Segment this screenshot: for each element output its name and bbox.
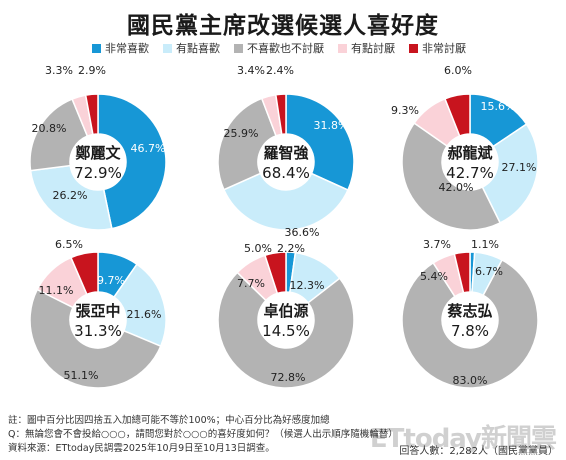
- donut-slice: [481, 123, 539, 224]
- favorability-total: 72.9%: [74, 164, 122, 182]
- watermark-logo: ETtoday新聞雲: [369, 424, 557, 454]
- favorability-total: 7.8%: [451, 322, 489, 340]
- slice-value-label: 7.7%: [237, 277, 265, 290]
- slice-value-label: 3.3%: [45, 64, 73, 77]
- slice-value-label: 9.3%: [391, 104, 419, 117]
- slice-value-label: 15.6%: [481, 100, 516, 113]
- legend: 非常喜歡 有點喜歡 不喜歡也不討厭 有點討厭 非常討厭: [92, 40, 532, 56]
- legend-item-very-like: 非常喜歡: [92, 40, 149, 56]
- slice-value-label: 1.1%: [471, 238, 499, 251]
- slice-value-label: 3.7%: [423, 238, 451, 251]
- donut-slice: [84, 93, 99, 136]
- slice-value-label: 6.5%: [55, 238, 83, 251]
- chart-title: 國民黨主席改選候選人喜好度: [127, 13, 439, 39]
- donut-slice: [222, 172, 349, 231]
- slice-value-label: 36.6%: [285, 226, 320, 239]
- favorability-total: 68.4%: [262, 164, 310, 182]
- legend-label: 有點喜歡: [176, 42, 220, 55]
- donut-slice: [401, 122, 502, 231]
- donut-slice: [97, 93, 167, 230]
- donut-slice: [217, 271, 355, 389]
- donut-slice: [29, 164, 113, 231]
- slice-value-label: 9.7%: [97, 274, 125, 287]
- legend-item-neutral: 不喜歡也不討厭: [234, 40, 324, 56]
- legend-swatch: [409, 43, 418, 53]
- slice-value-label: 27.1%: [502, 161, 537, 174]
- slice-value-label: 5.0%: [244, 242, 272, 255]
- candidate-name: 張亞中: [75, 302, 120, 320]
- slice-value-label: 11.1%: [39, 284, 74, 297]
- donut-slice: [112, 263, 167, 348]
- legend-item-very-dislike: 非常討厭: [409, 40, 466, 56]
- candidate-name: 鄭麗文: [75, 144, 121, 162]
- candidate-name: 羅智強: [263, 144, 308, 162]
- slice-value-label: 6.0%: [444, 64, 472, 77]
- slice-value-label: 31.8%: [314, 119, 349, 132]
- note-line: 資料來源：ETtoday民調雲2025年10月9日至10月13日調查。: [8, 443, 275, 454]
- legend-label: 不喜歡也不討厭: [247, 42, 324, 55]
- legend-label: 非常喜歡: [105, 42, 149, 55]
- candidate-name: 郝龍斌: [447, 144, 492, 162]
- slice-value-label: 2.9%: [78, 64, 106, 77]
- favorability-total: 31.3%: [74, 322, 122, 340]
- donut-slice: [401, 259, 539, 389]
- donut-slice: [285, 93, 355, 192]
- slice-value-label: 5.4%: [420, 270, 448, 283]
- slice-value-label: 12.3%: [290, 279, 325, 292]
- legend-label: 有點討厭: [351, 42, 395, 55]
- slice-value-label: 25.9%: [224, 127, 259, 140]
- donut-slice: [264, 251, 287, 295]
- slice-value-label: 46.7%: [131, 142, 166, 155]
- note-line: 註：圖中百分比因四捨五入加總可能不等於100%；中心百分比為好感度加總: [8, 415, 330, 426]
- slice-value-label: 21.6%: [127, 308, 162, 321]
- slice-value-label: 6.7%: [475, 265, 503, 278]
- slice-value-label: 2.4%: [266, 64, 294, 77]
- legend-swatch: [338, 43, 347, 53]
- slice-value-label: 2.2%: [277, 242, 305, 255]
- candidate-name: 卓伯源: [263, 302, 308, 320]
- slice-value-label: 42.0%: [439, 181, 474, 194]
- slice-value-label: 20.8%: [32, 122, 67, 135]
- sample-size: 回答人數：2,282人（國民黨黨員）: [399, 446, 558, 457]
- legend-item-somewhat-dislike: 有點討厭: [338, 40, 395, 56]
- favorability-total: 14.5%: [262, 322, 310, 340]
- slice-value-label: 83.0%: [453, 374, 488, 387]
- legend-swatch: [92, 43, 101, 53]
- legend-swatch: [163, 43, 172, 53]
- notes: 註：圖中百分比因四捨五入加總可能不等於100%；中心百分比為好感度加總 Q：無論…: [8, 414, 560, 456]
- donut-slice: [453, 251, 471, 294]
- slice-value-label: 3.4%: [237, 64, 265, 77]
- note-line: Q：無論您會不會投給○○○，請問您對於○○○的喜好度如何？（候選人出示順序隨機輪…: [8, 429, 398, 440]
- donut-slice: [443, 93, 471, 137]
- donut-slice: [70, 251, 99, 296]
- candidate-name: 蔡志弘: [446, 302, 492, 320]
- slice-value-label: 51.1%: [64, 369, 99, 382]
- donut-slice: [217, 97, 277, 191]
- legend-swatch: [234, 43, 243, 53]
- slice-value-label: 26.2%: [53, 189, 88, 202]
- slice-value-label: 72.8%: [271, 371, 306, 384]
- legend-label: 非常討厭: [422, 42, 466, 55]
- donut-slice: [29, 288, 162, 389]
- legend-item-somewhat-like: 有點喜歡: [163, 40, 220, 56]
- favorability-total: 42.7%: [446, 164, 494, 182]
- donut-slice: [274, 93, 287, 136]
